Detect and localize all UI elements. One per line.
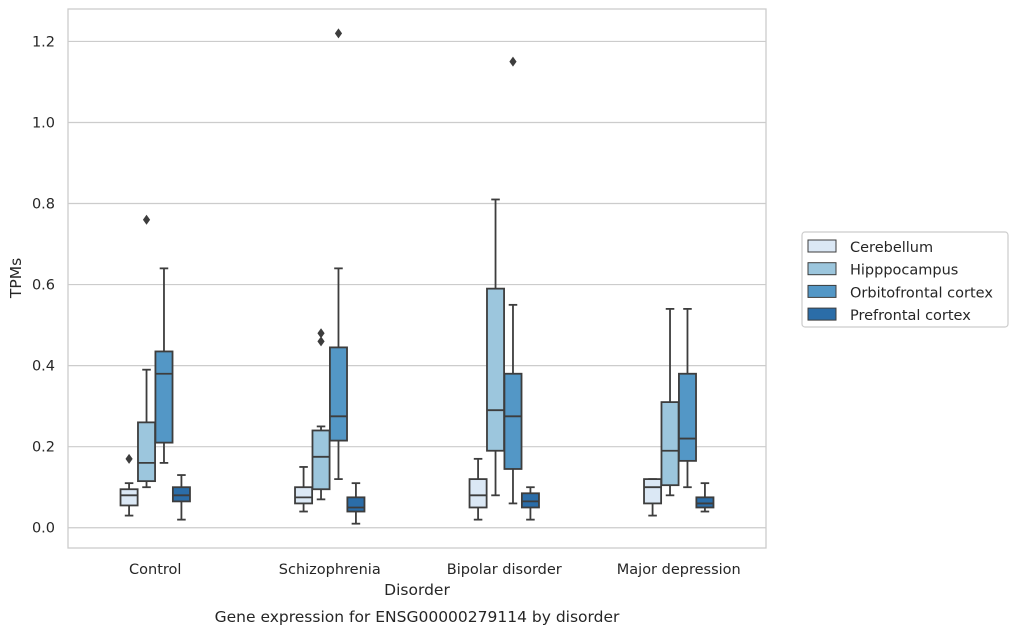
- box-cerebellum: [468, 457, 488, 521]
- outlier-point: [334, 28, 343, 39]
- box-cerebellum: [643, 478, 663, 517]
- x-tick-label: Bipolar disorder: [447, 562, 562, 578]
- box-iqr: [678, 372, 697, 462]
- outlier-point: [142, 214, 151, 225]
- box-iqr: [520, 492, 540, 509]
- box-iqr: [119, 488, 139, 507]
- box-hipppocampus: [660, 307, 680, 497]
- box-iqr: [468, 478, 488, 509]
- box-plots: [119, 28, 715, 525]
- outlier-point: [125, 453, 133, 464]
- legend: Cerebellum Hipppocampus Orbitofrontal cort…: [801, 231, 1009, 328]
- outlier-point: [317, 336, 325, 347]
- y-tick-label: 1.2: [32, 34, 55, 50]
- box-prefrontal-cortex: [695, 482, 715, 513]
- y-tick-label: 0.0: [32, 521, 55, 537]
- y-axis-label: TPMs: [7, 258, 25, 299]
- y-tick-label: 0.8: [32, 197, 55, 213]
- box-iqr: [137, 421, 156, 483]
- legend-label: Prefrontal cortex: [850, 308, 971, 324]
- y-tick-label: 0.6: [32, 278, 55, 294]
- legend-frame: [801, 231, 1009, 328]
- box-iqr: [294, 486, 314, 505]
- x-tick-label: Major depression: [617, 562, 741, 578]
- x-tick-label: Control: [129, 562, 181, 578]
- x-tick-label: Schizophrenia: [279, 562, 381, 578]
- box-iqr: [486, 287, 505, 452]
- y-tick-label: 1.0: [32, 115, 55, 131]
- box-prefrontal-cortex: [346, 482, 366, 525]
- box-iqr: [503, 372, 523, 470]
- box-iqr: [171, 486, 191, 503]
- y-tick-label: 0.4: [32, 359, 55, 375]
- legend-swatch: [807, 239, 837, 253]
- box-iqr: [329, 346, 348, 442]
- box-iqr: [695, 496, 715, 509]
- box-orbitofrontal-cortex: [154, 267, 174, 464]
- box-cerebellum: [294, 466, 314, 513]
- grid-lines: [68, 40, 766, 529]
- box-iqr: [154, 350, 174, 444]
- chart-caption: Gene expression for ENSG00000279114 by d…: [215, 608, 620, 626]
- plot-frame: [67, 8, 767, 549]
- box-iqr: [660, 401, 680, 487]
- box-iqr: [643, 478, 663, 505]
- box-hipppocampus: [311, 328, 331, 501]
- legend-label: Hipppocampus: [850, 263, 958, 279]
- box-iqr: [311, 429, 331, 491]
- box-orbitofrontal-cortex: [503, 56, 523, 505]
- box-orbitofrontal-cortex: [329, 28, 348, 481]
- outlier-point: [509, 56, 517, 67]
- y-tick-label: 0.2: [32, 440, 55, 456]
- box-iqr: [346, 496, 366, 513]
- box-prefrontal-cortex: [520, 486, 540, 521]
- x-axis-label: Disorder: [384, 581, 450, 599]
- legend-label: Cerebellum: [850, 240, 933, 256]
- box-orbitofrontal-cortex: [678, 307, 697, 489]
- legend-swatch: [807, 284, 837, 298]
- box-hipppocampus: [137, 214, 156, 489]
- y-tick-labels: 0.0 0.2 0.4 0.6 0.8 1.0 1.2: [32, 34, 55, 536]
- legend-swatch: [807, 307, 837, 321]
- box-hipppocampus: [486, 198, 505, 497]
- legend-swatch: [807, 262, 837, 276]
- box-cerebellum: [119, 453, 139, 517]
- x-tick-labels: Control Schizophrenia Bipolar disorder Majo…: [129, 562, 741, 578]
- legend-label: Orbitofrontal cortex: [850, 285, 993, 301]
- outlier-point: [317, 328, 325, 339]
- box-prefrontal-cortex: [171, 474, 191, 521]
